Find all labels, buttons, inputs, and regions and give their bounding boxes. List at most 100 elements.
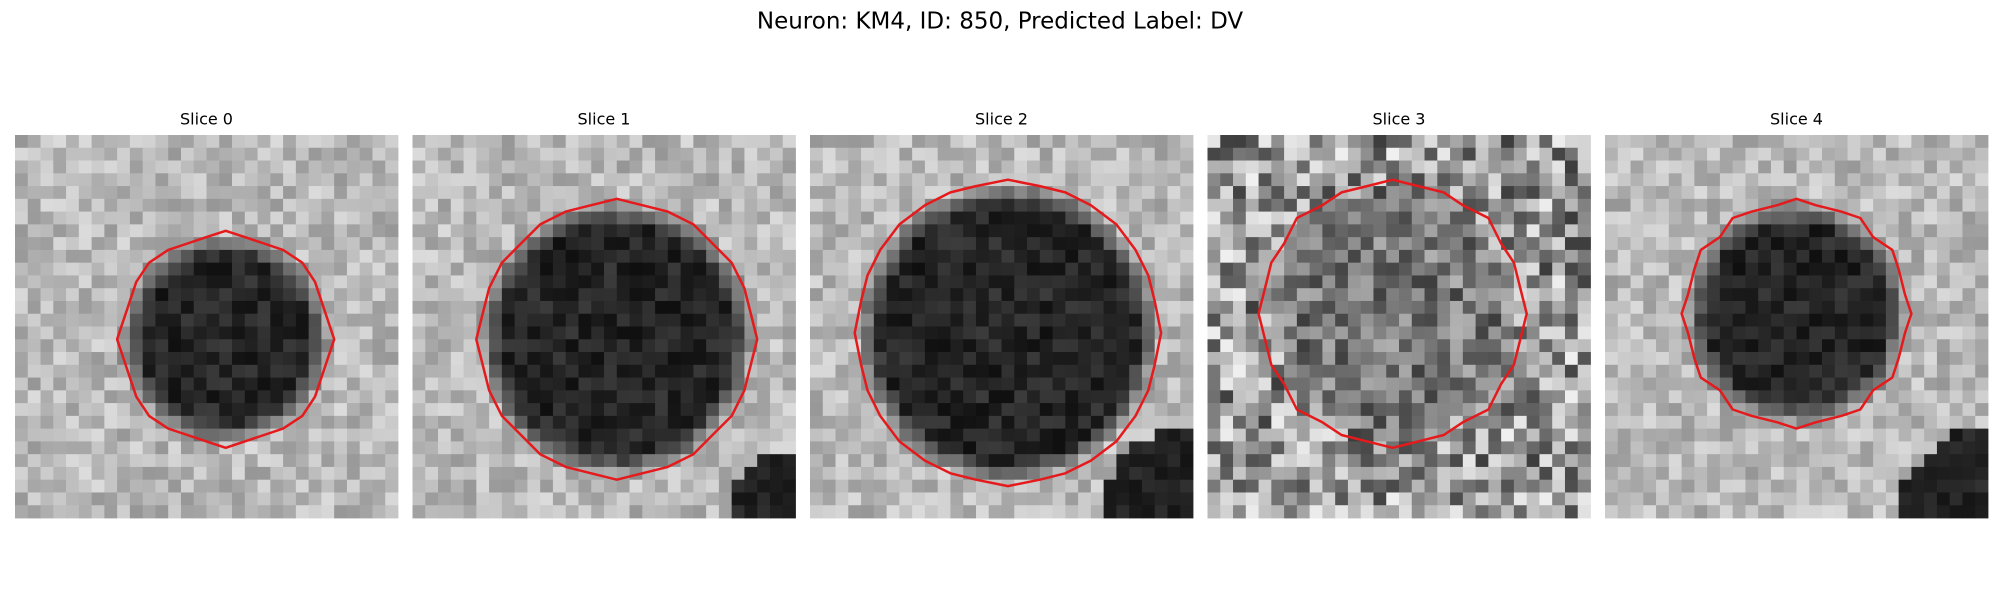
pixel xyxy=(1847,237,1861,251)
pixel xyxy=(1014,186,1028,200)
pixel xyxy=(476,224,490,238)
pixel xyxy=(180,505,195,519)
pixel xyxy=(1258,198,1272,212)
pixel xyxy=(527,135,541,149)
pixel xyxy=(1796,211,1810,225)
pixel xyxy=(1141,479,1156,493)
pixel xyxy=(1233,403,1247,417)
pixel xyxy=(346,211,361,225)
pixel xyxy=(1885,262,1900,276)
pixel xyxy=(1783,492,1797,506)
pixel xyxy=(782,466,796,481)
pixel xyxy=(1668,160,1682,174)
pixel xyxy=(757,186,771,200)
pixel xyxy=(1552,377,1566,391)
pixel xyxy=(270,211,284,225)
pixel xyxy=(1411,147,1425,161)
pixel xyxy=(1462,505,1476,519)
pixel xyxy=(1719,415,1734,430)
pixel xyxy=(769,466,784,481)
pixel xyxy=(372,288,386,302)
pixel xyxy=(540,390,554,404)
pixel xyxy=(822,135,836,149)
pixel xyxy=(334,224,348,238)
pixel xyxy=(1630,173,1644,187)
pixel xyxy=(1975,135,1989,149)
pixel xyxy=(1373,466,1387,481)
pixel xyxy=(835,211,849,225)
pixel xyxy=(680,224,694,238)
pixel xyxy=(604,390,618,404)
pixel xyxy=(1360,173,1374,187)
pixel xyxy=(1014,198,1028,212)
pixel xyxy=(1424,364,1438,378)
pixel xyxy=(861,454,875,468)
pixel xyxy=(1656,466,1670,481)
pixel xyxy=(527,454,541,468)
pixel xyxy=(1090,352,1105,366)
pixel xyxy=(1180,454,1194,468)
pixel xyxy=(1411,160,1425,174)
pixel xyxy=(501,492,516,506)
pixel xyxy=(1630,326,1644,340)
pixel xyxy=(1949,224,1963,238)
pixel xyxy=(1039,173,1053,187)
pixel xyxy=(1271,147,1285,161)
pixel xyxy=(1233,160,1247,174)
pixel xyxy=(1360,275,1374,289)
micrograph xyxy=(1207,135,1591,519)
pixel xyxy=(1271,326,1285,340)
pixel xyxy=(1758,466,1772,481)
pixel xyxy=(782,390,796,404)
pixel xyxy=(1962,326,1976,340)
pixel xyxy=(91,352,105,366)
pixel xyxy=(1745,224,1759,238)
pixel xyxy=(1488,352,1502,366)
pixel xyxy=(385,415,399,430)
pixel xyxy=(1885,198,1900,212)
pixel xyxy=(489,390,503,404)
pixel xyxy=(629,288,643,302)
pixel xyxy=(1539,173,1553,187)
pixel xyxy=(1694,479,1708,493)
pixel xyxy=(193,173,207,187)
pixel xyxy=(1258,390,1272,404)
pixel xyxy=(219,262,233,276)
pixel xyxy=(718,466,733,481)
pixel xyxy=(155,505,169,519)
pixel xyxy=(1617,275,1631,289)
pixel xyxy=(270,326,284,340)
pixel xyxy=(1605,186,1619,200)
pixel xyxy=(1347,135,1362,149)
pixel xyxy=(988,224,1002,238)
pixel xyxy=(321,403,335,417)
pixel xyxy=(1552,403,1566,417)
pixel xyxy=(655,326,669,340)
contour xyxy=(853,178,1163,488)
pixel xyxy=(975,479,990,493)
pixel xyxy=(1605,454,1619,468)
pixel xyxy=(1462,300,1476,315)
pixel xyxy=(963,224,977,238)
pixel xyxy=(1180,390,1194,404)
pixel xyxy=(950,339,964,353)
pixel xyxy=(810,249,824,264)
pixel xyxy=(1552,198,1566,212)
pixel xyxy=(334,288,348,302)
pixel xyxy=(1322,390,1336,404)
pixel xyxy=(489,211,503,225)
pixel xyxy=(822,224,836,238)
pixel xyxy=(1630,224,1644,238)
pixel xyxy=(1526,173,1540,187)
pixel xyxy=(1462,186,1476,200)
pixel xyxy=(1860,275,1874,289)
pixel xyxy=(1233,454,1247,468)
pixel xyxy=(1220,415,1234,430)
pixel xyxy=(1462,147,1476,161)
pixel xyxy=(1233,326,1247,340)
pixel xyxy=(1552,186,1566,200)
pixel xyxy=(873,313,887,327)
pixel xyxy=(1039,454,1053,468)
pixel xyxy=(1014,135,1028,149)
pixel xyxy=(1822,211,1836,225)
